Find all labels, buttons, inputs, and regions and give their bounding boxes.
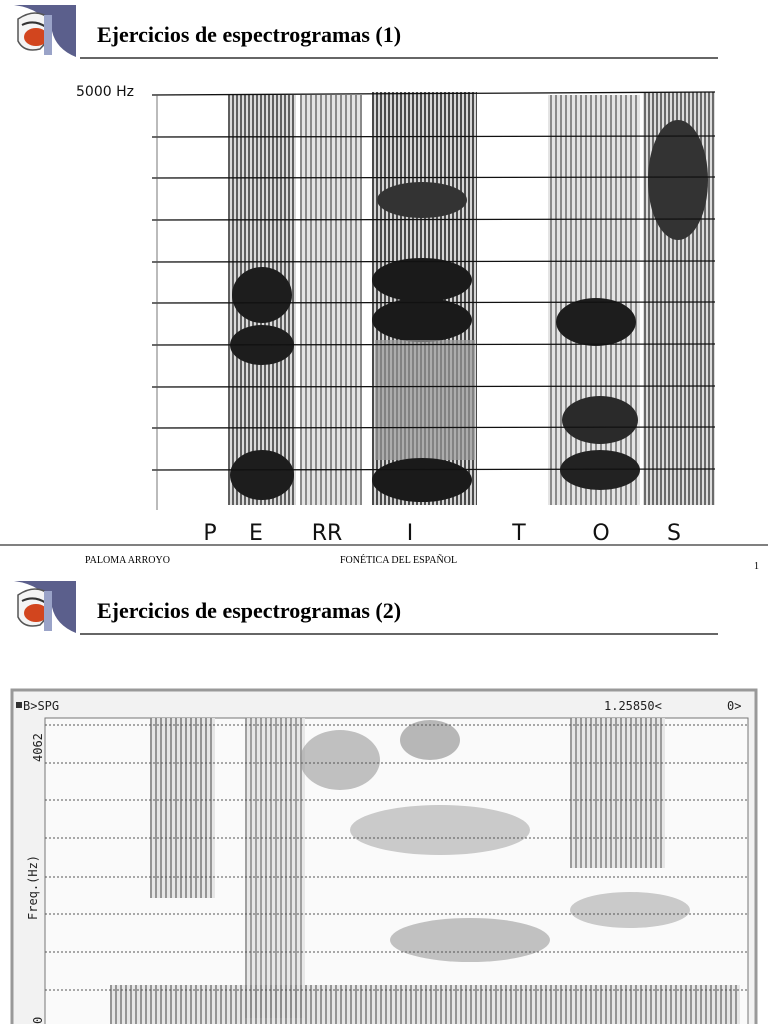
logo: [13, 4, 77, 58]
segment-label: O: [592, 521, 609, 546]
max-frequency: 4062: [31, 733, 45, 762]
footer-course: FONÉTICA DEL ESPAÑOL: [340, 554, 457, 566]
display-mode: B>SPG: [23, 699, 59, 713]
axis-label: Freq.(Hz): [26, 855, 40, 920]
slide-1: Ejercicios de espectrogramas (1) 5000 Hz: [0, 4, 768, 572]
channel-readout: 0>: [727, 699, 741, 713]
min-frequency: 0: [31, 1017, 45, 1024]
page-number: 1: [754, 561, 759, 572]
slide-title: Ejercicios de espectrogramas (2): [97, 598, 401, 623]
slide-title: Ejercicios de espectrogramas (1): [97, 22, 401, 47]
segment-label: E: [249, 521, 263, 546]
spectrogram-1: 5000 Hz: [76, 84, 716, 546]
segment-label: RR: [312, 521, 343, 546]
segment-label: P: [203, 521, 216, 546]
segment-label: T: [511, 521, 526, 546]
slide-2: Ejercicios de espectrogramas (2) B>SPG 1…: [10, 580, 758, 1024]
segment-label: S: [667, 521, 681, 546]
footer-author: PALOMA ARROYO: [85, 555, 170, 566]
segment-label: I: [407, 521, 414, 546]
logo: [13, 580, 77, 634]
spectrogram-2: B>SPG 1.25850< 0> 4062: [10, 688, 758, 1024]
time-readout: 1.25850<: [604, 699, 662, 713]
frequency-label: 5000 Hz: [76, 84, 134, 100]
